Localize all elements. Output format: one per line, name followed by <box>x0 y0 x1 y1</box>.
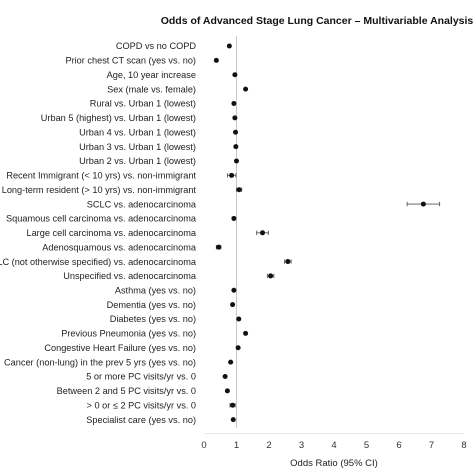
chart-title: Odds of Advanced Stage Lung Cancer – Mul… <box>161 15 474 27</box>
category-label: Rural vs. Urban 1 (lowest) <box>90 99 196 109</box>
odds-ratio-point <box>222 374 228 380</box>
category-label: Cancer (non-lung) in the prev 5 yrs (yes… <box>4 357 196 367</box>
odds-ratio-point <box>232 115 238 121</box>
odds-ratio-point <box>229 172 235 178</box>
category-label: Urban 3 vs. Urban 1 (lowest) <box>79 142 196 152</box>
category-label: Adenosquamous vs. adenocarcinoma <box>42 242 197 252</box>
odds-ratio-point <box>231 287 237 293</box>
x-axis-ticks: 0 1 2 3 4 5 6 7 8 <box>201 440 466 451</box>
odds-ratio-point <box>224 388 230 394</box>
odds-ratio-point <box>260 230 265 236</box>
category-label: COPD vs no COPD <box>116 41 197 51</box>
category-label: Between 2 and 5 PC visits/yr vs. 0 <box>57 386 196 396</box>
category-label: Age, 10 year increase <box>107 70 196 80</box>
odds-ratio-point <box>216 244 222 250</box>
x-tick-label: 7 <box>429 440 434 451</box>
odds-ratio-point <box>226 43 232 49</box>
odds-ratio-point <box>243 86 249 92</box>
odds-ratio-point <box>228 359 234 365</box>
x-axis-label: Odds Ratio (95% CI) <box>290 458 378 469</box>
category-label: Squamous cell carcinoma vs. adenocarcino… <box>6 214 197 224</box>
category-label: Asthma (yes vs. no) <box>115 285 196 295</box>
odds-ratio-point <box>243 330 249 336</box>
category-label: Urban 5 (highest) vs. Urban 1 (lowest) <box>41 113 196 123</box>
x-tick-label: 0 <box>201 440 206 451</box>
odds-ratio-point <box>236 187 242 193</box>
odds-ratio-point <box>230 402 236 408</box>
data-marks <box>213 43 441 423</box>
x-tick-label: 8 <box>461 440 466 451</box>
odds-ratio-point <box>420 201 426 207</box>
x-tick-label: 6 <box>396 440 401 451</box>
odds-ratio-point <box>235 345 241 351</box>
category-label: Sex (male vs. female) <box>107 84 196 94</box>
category-label: LC (not otherwise specified) vs. adenoca… <box>0 257 197 267</box>
odds-ratio-point <box>231 100 237 106</box>
odds-ratio-point <box>233 129 239 135</box>
category-label: Urban 2 vs. Urban 1 (lowest) <box>79 156 196 166</box>
category-label: Diabetes (yes vs. no) <box>110 314 196 324</box>
odds-ratio-point <box>234 158 239 164</box>
x-tick-label: 3 <box>299 440 304 451</box>
x-tick-label: 1 <box>234 440 239 451</box>
category-label: Previous Pneumonia (yes vs. no) <box>61 329 196 339</box>
x-tick-label: 4 <box>331 440 336 451</box>
odds-ratio-point <box>268 273 274 279</box>
category-label: Prior chest CT scan (yes vs. no) <box>65 56 196 66</box>
odds-ratio-point <box>233 144 239 150</box>
category-label: Long-term resident (> 10 yrs) vs. non-im… <box>2 185 197 195</box>
odds-ratio-point <box>236 316 242 322</box>
x-tick-label: 5 <box>364 440 369 451</box>
category-label: > 0 or ≤ 2 PC visits/yr vs. 0 <box>87 400 196 410</box>
odds-ratio-point <box>213 57 219 63</box>
category-label: Congestive Heart Failure (yes vs. no) <box>44 343 196 353</box>
category-label: Urban 4 vs. Urban 1 (lowest) <box>79 127 196 137</box>
category-labels: COPD vs no COPD Prior chest CT scan (yes … <box>0 41 197 425</box>
category-label: Large cell carcinoma vs. adenocarcinoma <box>26 228 196 238</box>
odds-ratio-point <box>230 302 236 308</box>
odds-ratio-point <box>232 72 238 78</box>
category-label: Dementia (yes vs. no) <box>107 300 196 310</box>
x-tick-label: 2 <box>266 440 271 451</box>
category-label: Unspecified vs. adenocarcinoma <box>63 271 197 281</box>
category-label: SCLC vs. adenocarcinoma <box>87 199 197 209</box>
odds-ratio-point <box>231 215 237 221</box>
category-label: Specialist care (yes vs. no) <box>86 415 196 425</box>
odds-ratio-point <box>285 259 291 265</box>
category-label: 5 or more PC visits/yr vs. 0 <box>86 372 196 382</box>
odds-ratio-point <box>230 417 236 423</box>
category-label: Recent Immigrant (< 10 yrs) vs. non-immi… <box>6 171 196 181</box>
